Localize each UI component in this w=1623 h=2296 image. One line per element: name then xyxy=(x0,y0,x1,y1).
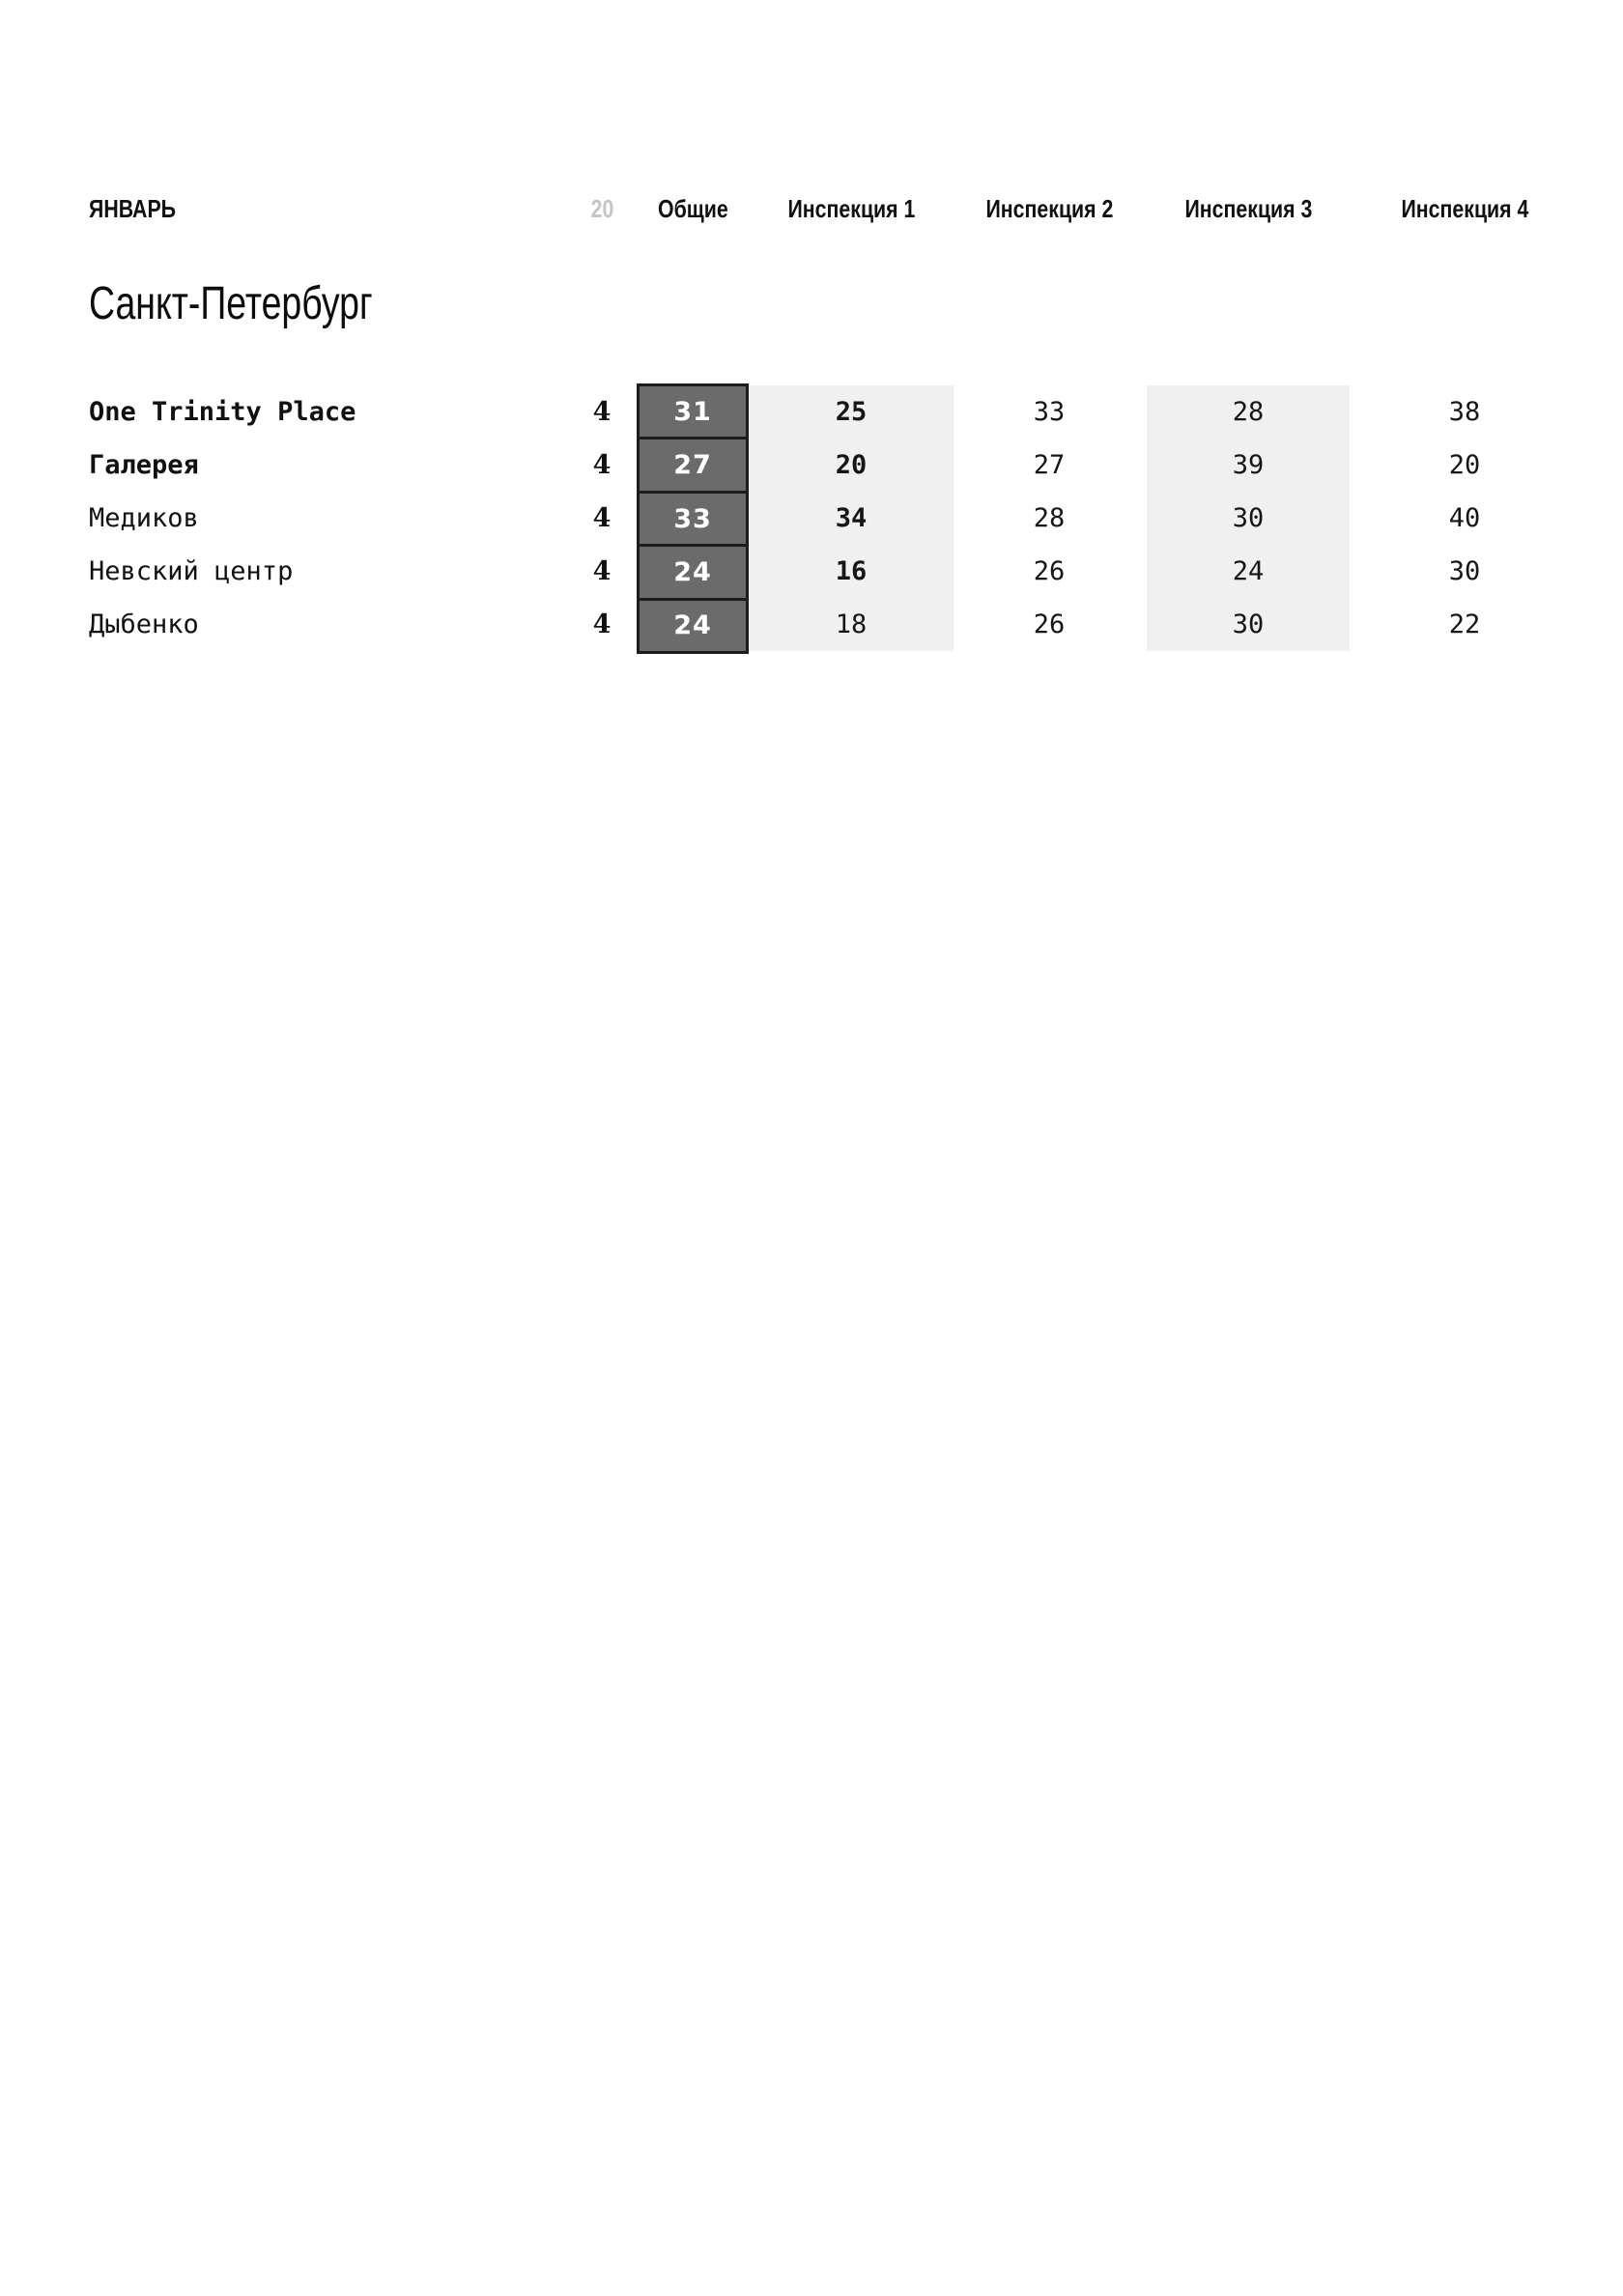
column-header-inspection-2: Инспекция 2 xyxy=(985,194,1113,223)
inspection-1-value: 18 xyxy=(835,609,868,639)
stripe-inspection-1 xyxy=(749,385,954,651)
total-box: 24 xyxy=(640,600,746,652)
table-row: Медиков 4 34 28 30 40 xyxy=(0,492,1623,545)
inspection-3-value: 30 xyxy=(1232,503,1265,533)
inspection-4-value: 40 xyxy=(1448,503,1481,533)
total-box: 31 xyxy=(640,386,746,438)
total-box: 27 xyxy=(640,439,746,491)
inspection-3-value: 28 xyxy=(1232,397,1265,427)
totals-box-column: 31 27 33 24 24 xyxy=(637,383,749,654)
unit-count: 4 xyxy=(592,397,612,427)
inspection-1-value: 25 xyxy=(835,397,868,427)
unit-count: 4 xyxy=(592,556,612,586)
table-row: Невский центр 4 16 26 24 30 xyxy=(0,545,1623,598)
site-name: Медиков xyxy=(89,503,199,533)
inspection-1-value: 16 xyxy=(835,556,868,586)
inspection-2-value: 28 xyxy=(1033,503,1066,533)
site-name: Галерея xyxy=(89,450,199,480)
table-row: One Trinity Place 4 25 33 28 38 xyxy=(0,385,1623,439)
total-box: 33 xyxy=(640,493,746,545)
table-row: Галерея 4 20 27 39 20 xyxy=(0,439,1623,492)
unit-count: 4 xyxy=(592,503,612,533)
inspection-4-value: 38 xyxy=(1448,397,1481,427)
month-label: ЯНВАРЬ xyxy=(89,194,177,223)
site-name: Дыбенко xyxy=(89,609,199,639)
site-name: One Trinity Place xyxy=(89,397,356,427)
inspection-4-value: 20 xyxy=(1448,450,1481,480)
unit-count: 4 xyxy=(592,450,612,480)
table-row: Дыбенко 4 18 26 30 22 xyxy=(0,598,1623,651)
column-header-inspection-3: Инспекция 3 xyxy=(1184,194,1312,223)
inspection-3-value: 30 xyxy=(1232,609,1265,639)
column-header-inspection-4: Инспекция 4 xyxy=(1401,194,1528,223)
column-header-total: Общие xyxy=(657,194,728,223)
inspection-1-value: 20 xyxy=(835,450,868,480)
inspection-3-value: 24 xyxy=(1232,556,1265,586)
site-name: Невский центр xyxy=(89,556,294,586)
column-header-inspection-1: Инспекция 1 xyxy=(787,194,915,223)
inspection-3-value: 39 xyxy=(1232,450,1265,480)
inspection-1-value: 34 xyxy=(835,503,868,533)
total-box: 24 xyxy=(640,547,746,598)
inspection-4-value: 22 xyxy=(1448,609,1481,639)
inspection-2-value: 26 xyxy=(1033,556,1066,586)
section-title-city: Санкт-Петербург xyxy=(89,278,373,329)
inspection-4-value: 30 xyxy=(1448,556,1481,586)
stripe-inspection-3 xyxy=(1147,385,1350,651)
unit-count: 4 xyxy=(592,609,612,639)
inspection-2-value: 27 xyxy=(1033,450,1066,480)
page-number: 20 xyxy=(590,194,613,223)
inspection-2-value: 26 xyxy=(1033,609,1066,639)
inspection-2-value: 33 xyxy=(1033,397,1066,427)
